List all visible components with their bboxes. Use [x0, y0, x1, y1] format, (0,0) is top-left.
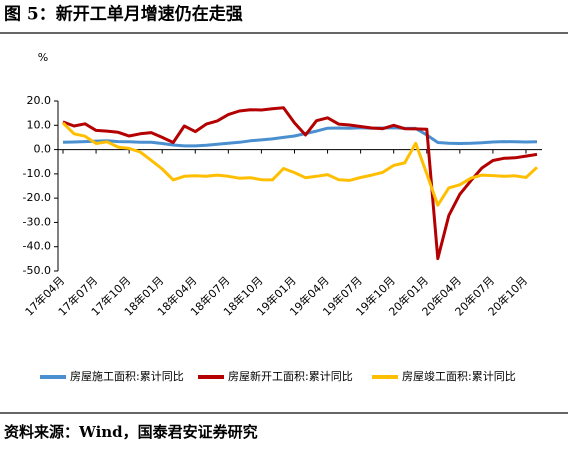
- legend-label: 房屋竣工面积:累计同比: [402, 369, 516, 383]
- y-tick-label: -20.0: [23, 191, 51, 204]
- y-tick-label: -10.0: [23, 167, 51, 180]
- y-tick-label: -30.0: [23, 215, 51, 228]
- y-tick-label: 10.0: [27, 118, 52, 131]
- chart-title: 图 5：新开工单月增速仍在走强: [4, 4, 243, 25]
- y-unit: %: [38, 51, 48, 64]
- legend-label: 房屋施工面积:累计同比: [70, 370, 184, 383]
- legend-label: 房屋新开工面积:累计同比: [228, 369, 353, 383]
- y-tick-label: 20.0: [27, 94, 52, 107]
- y-tick-label: -40.0: [23, 240, 51, 253]
- y-tick-label: 0.0: [34, 143, 52, 156]
- series-line: [61, 121, 539, 207]
- source: 资料来源：Wind，国泰君安证券研究: [4, 423, 258, 441]
- series-line: [62, 106, 538, 261]
- series-line: [62, 126, 538, 148]
- y-tick-label: -50.0: [23, 264, 51, 277]
